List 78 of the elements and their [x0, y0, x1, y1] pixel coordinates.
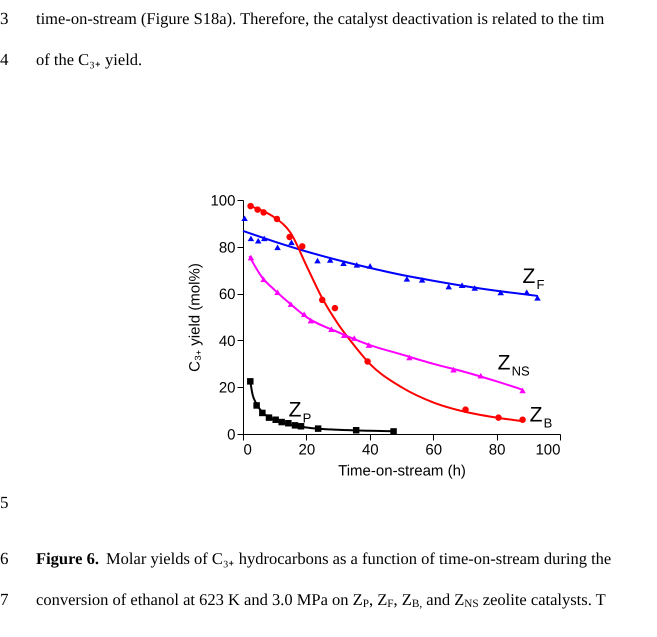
- x-tick-label: 100: [535, 442, 560, 458]
- point: [404, 276, 410, 282]
- point: [288, 301, 294, 307]
- text: 7: [0, 590, 9, 609]
- point: [332, 304, 338, 312]
- point: [519, 388, 526, 394]
- x-tick-label: 40: [362, 442, 379, 458]
- point: [497, 290, 504, 296]
- text: time-on-stream (Figure S18a). Therefore, the catalyst deactivation is related to the tim: [36, 9, 604, 28]
- point: [254, 206, 261, 213]
- point: [248, 236, 254, 242]
- point: [354, 262, 360, 268]
- point: [366, 342, 372, 348]
- x-axis-title: Time-on-stream (h): [338, 462, 466, 480]
- text: Molar yields of C₃₊ hydrocarbons as a function of time-on-stream during the: [106, 549, 612, 568]
- point: [326, 257, 334, 263]
- y-tick-label: 60: [218, 286, 236, 304]
- point: [406, 354, 413, 360]
- text: 5: [0, 493, 8, 512]
- y-tick-label: 0: [227, 426, 236, 444]
- point: [288, 240, 295, 246]
- point: [285, 420, 292, 426]
- point: [319, 296, 326, 304]
- point: [495, 414, 502, 421]
- point: [328, 326, 335, 332]
- point: [247, 378, 254, 385]
- point: [523, 289, 530, 295]
- point: [254, 238, 262, 244]
- point: [292, 422, 298, 429]
- point: [314, 425, 322, 432]
- point: [248, 254, 254, 260]
- point: [458, 282, 466, 288]
- point: [445, 284, 452, 290]
- point: [299, 243, 306, 250]
- point: [247, 202, 254, 210]
- point: [308, 318, 314, 324]
- text: 6: [0, 549, 8, 568]
- text: 4: [0, 50, 9, 69]
- point: [366, 263, 374, 269]
- y-tick-label: 100: [210, 192, 236, 210]
- x-tick-label: 80: [488, 442, 506, 458]
- point: [534, 295, 541, 301]
- point: [274, 216, 280, 222]
- point: [390, 428, 397, 435]
- point: [418, 276, 426, 283]
- point: [274, 289, 281, 295]
- point: [364, 358, 371, 365]
- point: [298, 423, 304, 430]
- point: [314, 258, 321, 264]
- point: [260, 276, 267, 282]
- point: [241, 215, 248, 222]
- point: [261, 236, 268, 242]
- point: [478, 372, 484, 379]
- point: [471, 285, 478, 291]
- point: [462, 406, 469, 413]
- caption: Figure 6.: [36, 549, 99, 568]
- point: [278, 418, 285, 426]
- point: [300, 311, 308, 317]
- point: [266, 414, 272, 421]
- x-tick-label: 0: [244, 442, 252, 458]
- point: [253, 402, 260, 409]
- x-tick-label: 20: [298, 442, 316, 458]
- point: [286, 234, 293, 240]
- x-tick-label: 60: [425, 442, 442, 458]
- point: [259, 410, 266, 416]
- point: [340, 332, 348, 338]
- point: [519, 416, 526, 423]
- point: [450, 366, 457, 372]
- point: [260, 209, 267, 216]
- y-tick-label: 40: [218, 332, 236, 350]
- point: [274, 244, 281, 250]
- y-tick-label: 80: [218, 239, 236, 256]
- y-tick-label: 20: [218, 380, 236, 397]
- text: 3: [0, 9, 8, 28]
- point: [352, 427, 360, 434]
- y-axis-title: C₃₊ yield (mol%): [186, 263, 204, 372]
- text: of the C₃₊ yield.: [36, 50, 142, 69]
- point: [272, 416, 279, 423]
